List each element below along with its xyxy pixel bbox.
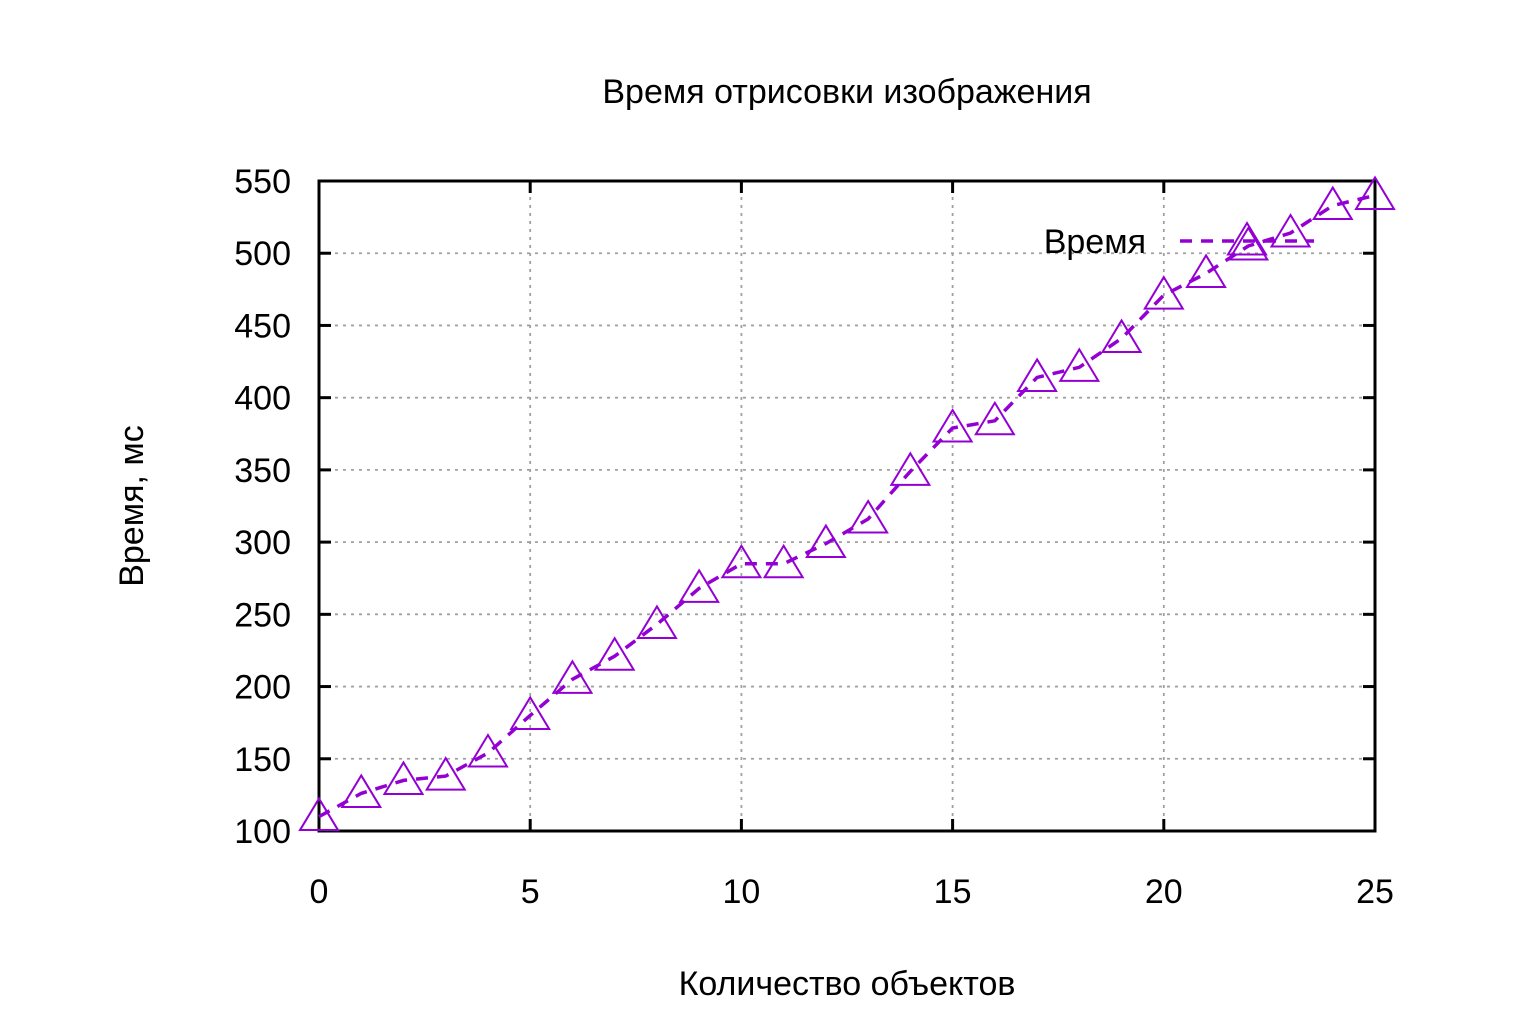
y-tick-label-150: 150 xyxy=(234,741,291,779)
data-point-3 xyxy=(424,756,467,791)
data-point-11 xyxy=(762,543,805,579)
y-tick-label-200: 200 xyxy=(234,669,291,707)
tick-labels: 0 5 10 15 20 25 100 150 200 250 300 350 400 450 500 550 xyxy=(234,163,1394,911)
y-tick-label-500: 500 xyxy=(234,235,291,273)
y-axis-label: Время, мс xyxy=(113,425,151,587)
legend: Время xyxy=(1044,221,1314,261)
x-tick-label-20: 20 xyxy=(1145,873,1183,911)
data-point-1 xyxy=(340,773,383,808)
x-tick-label-0: 0 xyxy=(310,873,329,911)
data-point-18 xyxy=(1058,347,1101,382)
y-tick-label-550: 550 xyxy=(234,163,291,201)
legend-label-vremya: Время xyxy=(1044,223,1146,261)
data-point-25 xyxy=(1354,175,1396,210)
y-tick-label-250: 250 xyxy=(234,596,291,634)
data-point-10 xyxy=(720,543,763,579)
x-tick-label-10: 10 xyxy=(722,873,760,911)
series-line-0 xyxy=(318,193,1376,819)
data-point-16 xyxy=(974,400,1016,436)
data-point-13 xyxy=(847,499,889,534)
data-point-0 xyxy=(298,796,340,832)
data-point-14 xyxy=(889,451,932,486)
data-point-9 xyxy=(678,568,720,603)
x-tick-label-25: 25 xyxy=(1356,873,1394,911)
axes xyxy=(317,179,1377,833)
data-point-19 xyxy=(1100,318,1143,353)
data-point-21 xyxy=(1185,253,1227,288)
data-point-6 xyxy=(551,659,594,694)
data-point-17 xyxy=(1016,357,1058,392)
data-point-15 xyxy=(931,408,974,443)
data-point-5 xyxy=(509,695,551,730)
data-point-7 xyxy=(593,636,636,671)
data-point-12 xyxy=(805,523,847,559)
plot-frame xyxy=(317,179,1377,833)
y-tick-label-450: 450 xyxy=(234,307,291,345)
data-point-20 xyxy=(1143,275,1185,310)
data-point-22 xyxy=(1227,226,1270,261)
x-tick-label-5: 5 xyxy=(521,873,540,911)
data-point-24 xyxy=(1311,185,1354,221)
y-tick-label-300: 300 xyxy=(234,524,291,562)
y-tick-label-350: 350 xyxy=(234,452,291,490)
chart-title: Время отрисовки изображения xyxy=(602,73,1091,111)
data-point-8 xyxy=(636,604,678,639)
grid-lines xyxy=(319,181,1375,831)
data-point-2 xyxy=(382,760,425,795)
legend-marker xyxy=(1226,221,1268,256)
data-point-23 xyxy=(1269,213,1312,248)
x-tick-label-15: 15 xyxy=(934,873,972,911)
series-layer xyxy=(298,175,1396,832)
y-tick-label-400: 400 xyxy=(234,380,291,418)
y-tick-label-100: 100 xyxy=(234,813,291,851)
data-point-4 xyxy=(467,733,509,768)
x-axis-label: Количество объектов xyxy=(679,965,1016,1003)
tick-marks xyxy=(317,179,1377,833)
